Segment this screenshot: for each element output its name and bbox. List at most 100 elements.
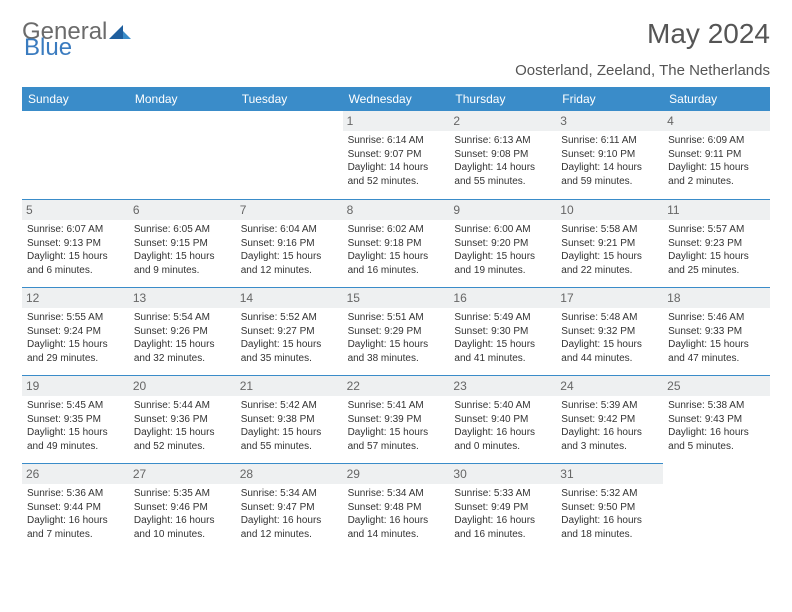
calendar-cell: 8 Sunrise: 6:02 AMSunset: 9:18 PMDaylight… [343, 199, 450, 287]
calendar-cell: 16 Sunrise: 5:49 AMSunset: 9:30 PMDayligh… [449, 287, 556, 375]
day-details: Sunrise: 5:45 AMSunset: 9:35 PMDaylight:… [27, 399, 124, 453]
day-number: 21 [236, 376, 343, 396]
day-details: Sunrise: 6:00 AMSunset: 9:20 PMDaylight:… [454, 223, 551, 277]
day-details: Sunrise: 6:07 AMSunset: 9:13 PMDaylight:… [27, 223, 124, 277]
calendar-cell: 7 Sunrise: 6:04 AMSunset: 9:16 PMDaylight… [236, 199, 343, 287]
day-details: Sunrise: 5:42 AMSunset: 9:38 PMDaylight:… [241, 399, 338, 453]
calendar-cell: 10 Sunrise: 5:58 AMSunset: 9:21 PMDayligh… [556, 199, 663, 287]
day-details: Sunrise: 6:04 AMSunset: 9:16 PMDaylight:… [241, 223, 338, 277]
calendar-cell: . [22, 111, 129, 199]
day-details: Sunrise: 5:41 AMSunset: 9:39 PMDaylight:… [348, 399, 445, 453]
calendar-cell: 26 Sunrise: 5:36 AMSunset: 9:44 PMDayligh… [22, 463, 129, 551]
location: Oosterland, Zeeland, The Netherlands [22, 62, 770, 79]
day-details: Sunrise: 5:40 AMSunset: 9:40 PMDaylight:… [454, 399, 551, 453]
calendar-cell: 27Sunrise: 5:35 AMSunset: 9:46 PMDayligh… [129, 463, 236, 551]
calendar-cell: 22 Sunrise: 5:41 AMSunset: 9:39 PMDayligh… [343, 375, 450, 463]
day-header: Monday [129, 87, 236, 111]
calendar-cell: 2 Sunrise: 6:13 AMSunset: 9:08 PMDaylight… [449, 111, 556, 199]
day-number: 28 [236, 464, 343, 484]
day-header: Friday [556, 87, 663, 111]
calendar-cell: 18 Sunrise: 5:46 AMSunset: 9:33 PMDayligh… [663, 287, 770, 375]
day-number: 4 [663, 111, 770, 131]
day-number: 29 [343, 464, 450, 484]
day-details: Sunrise: 5:48 AMSunset: 9:32 PMDaylight:… [561, 311, 658, 365]
day-header: Tuesday [236, 87, 343, 111]
day-number: 15 [343, 288, 450, 308]
day-number: 20 [129, 376, 236, 396]
day-number: 23 [449, 376, 556, 396]
day-details: Sunrise: 6:11 AMSunset: 9:10 PMDaylight:… [561, 134, 658, 188]
day-number: 22 [343, 376, 450, 396]
calendar-cell: 3 Sunrise: 6:11 AMSunset: 9:10 PMDaylight… [556, 111, 663, 199]
day-number: 10 [556, 200, 663, 220]
day-number: 16 [449, 288, 556, 308]
day-number: 17 [556, 288, 663, 308]
day-details: Sunrise: 5:58 AMSunset: 9:21 PMDaylight:… [561, 223, 658, 277]
day-details: Sunrise: 5:46 AMSunset: 9:33 PMDaylight:… [668, 311, 765, 365]
day-number: 6 [129, 200, 236, 220]
day-details: Sunrise: 5:36 AMSunset: 9:44 PMDaylight:… [27, 487, 124, 541]
day-details: Sunrise: 5:55 AMSunset: 9:24 PMDaylight:… [27, 311, 124, 365]
calendar-cell: 20 Sunrise: 5:44 AMSunset: 9:36 PMDayligh… [129, 375, 236, 463]
day-number: 19 [22, 376, 129, 396]
calendar-cell: 9 Sunrise: 6:00 AMSunset: 9:20 PMDaylight… [449, 199, 556, 287]
day-details: Sunrise: 5:38 AMSunset: 9:43 PMDaylight:… [668, 399, 765, 453]
day-number: 31 [556, 464, 663, 484]
day-details: Sunrise: 5:49 AMSunset: 9:30 PMDaylight:… [454, 311, 551, 365]
day-header: Thursday [449, 87, 556, 111]
calendar-cell: 12 Sunrise: 5:55 AMSunset: 9:24 PMDayligh… [22, 287, 129, 375]
calendar-cell: 24 Sunrise: 5:39 AMSunset: 9:42 PMDayligh… [556, 375, 663, 463]
calendar-cell: . [236, 111, 343, 199]
calendar-cell: 1 Sunrise: 6:14 AMSunset: 9:07 PMDaylight… [343, 111, 450, 199]
calendar-body: ...1Sunrise: 6:14 AMSunset: 9:07 PMDayli… [22, 111, 770, 551]
calendar-cell: . [129, 111, 236, 199]
calendar-cell: 25 Sunrise: 5:38 AMSunset: 9:43 PMDayligh… [663, 375, 770, 463]
day-number: 26 [22, 464, 129, 484]
day-details: Sunrise: 5:44 AMSunset: 9:36 PMDaylight:… [134, 399, 231, 453]
day-details: Sunrise: 6:09 AMSunset: 9:11 PMDaylight:… [668, 134, 765, 188]
day-number: 24 [556, 376, 663, 396]
day-details: Sunrise: 5:52 AMSunset: 9:27 PMDaylight:… [241, 311, 338, 365]
day-details: Sunrise: 6:05 AMSunset: 9:15 PMDaylight:… [134, 223, 231, 277]
day-header: Saturday [663, 87, 770, 111]
day-details: Sunrise: 5:35 AMSunset: 9:46 PMDaylight:… [134, 487, 231, 541]
day-header: Wednesday [343, 87, 450, 111]
calendar-cell: 11Sunrise: 5:57 AMSunset: 9:23 PMDayligh… [663, 199, 770, 287]
day-details: Sunrise: 6:14 AMSunset: 9:07 PMDaylight:… [348, 134, 445, 188]
day-number: 9 [449, 200, 556, 220]
day-details: Sunrise: 6:02 AMSunset: 9:18 PMDaylight:… [348, 223, 445, 277]
day-details: Sunrise: 5:54 AMSunset: 9:26 PMDaylight:… [134, 311, 231, 365]
day-details: Sunrise: 5:33 AMSunset: 9:49 PMDaylight:… [454, 487, 551, 541]
day-number: 3 [556, 111, 663, 131]
calendar-cell: 13 Sunrise: 5:54 AMSunset: 9:26 PMDayligh… [129, 287, 236, 375]
calendar-cell: 30Sunrise: 5:33 AMSunset: 9:49 PMDayligh… [449, 463, 556, 551]
day-number: 8 [343, 200, 450, 220]
day-number: 18 [663, 288, 770, 308]
day-details: Sunrise: 5:32 AMSunset: 9:50 PMDaylight:… [561, 487, 658, 541]
calendar-cell: 4 Sunrise: 6:09 AMSunset: 9:11 PMDaylight… [663, 111, 770, 199]
calendar-cell: 5Sunrise: 6:07 AMSunset: 9:13 PMDaylight… [22, 199, 129, 287]
day-details: Sunrise: 5:51 AMSunset: 9:29 PMDaylight:… [348, 311, 445, 365]
day-number: 12 [22, 288, 129, 308]
page-title: May 2024 [647, 18, 770, 50]
day-details: Sunrise: 5:57 AMSunset: 9:23 PMDaylight:… [668, 223, 765, 277]
calendar-cell: 17 Sunrise: 5:48 AMSunset: 9:32 PMDayligh… [556, 287, 663, 375]
calendar-cell: 19 Sunrise: 5:45 AMSunset: 9:35 PMDayligh… [22, 375, 129, 463]
calendar-cell: 28Sunrise: 5:34 AMSunset: 9:47 PMDayligh… [236, 463, 343, 551]
day-number: 14 [236, 288, 343, 308]
day-number: 2 [449, 111, 556, 131]
day-number: 25 [663, 376, 770, 396]
day-header: Sunday [22, 87, 129, 111]
day-number: 1 [343, 111, 450, 131]
day-details: Sunrise: 5:34 AMSunset: 9:48 PMDaylight:… [348, 487, 445, 541]
calendar-cell: 29 Sunrise: 5:34 AMSunset: 9:48 PMDayligh… [343, 463, 450, 551]
calendar-cell: 15 Sunrise: 5:51 AMSunset: 9:29 PMDayligh… [343, 287, 450, 375]
day-number: 7 [236, 200, 343, 220]
day-details: Sunrise: 5:39 AMSunset: 9:42 PMDaylight:… [561, 399, 658, 453]
calendar-cell: 21 Sunrise: 5:42 AMSunset: 9:38 PMDayligh… [236, 375, 343, 463]
day-details: Sunrise: 6:13 AMSunset: 9:08 PMDaylight:… [454, 134, 551, 188]
logo-icon [109, 18, 131, 46]
day-number: 13 [129, 288, 236, 308]
calendar-cell: 31 Sunrise: 5:32 AMSunset: 9:50 PMDayligh… [556, 463, 663, 551]
calendar-cell: 23 Sunrise: 5:40 AMSunset: 9:40 PMDayligh… [449, 375, 556, 463]
